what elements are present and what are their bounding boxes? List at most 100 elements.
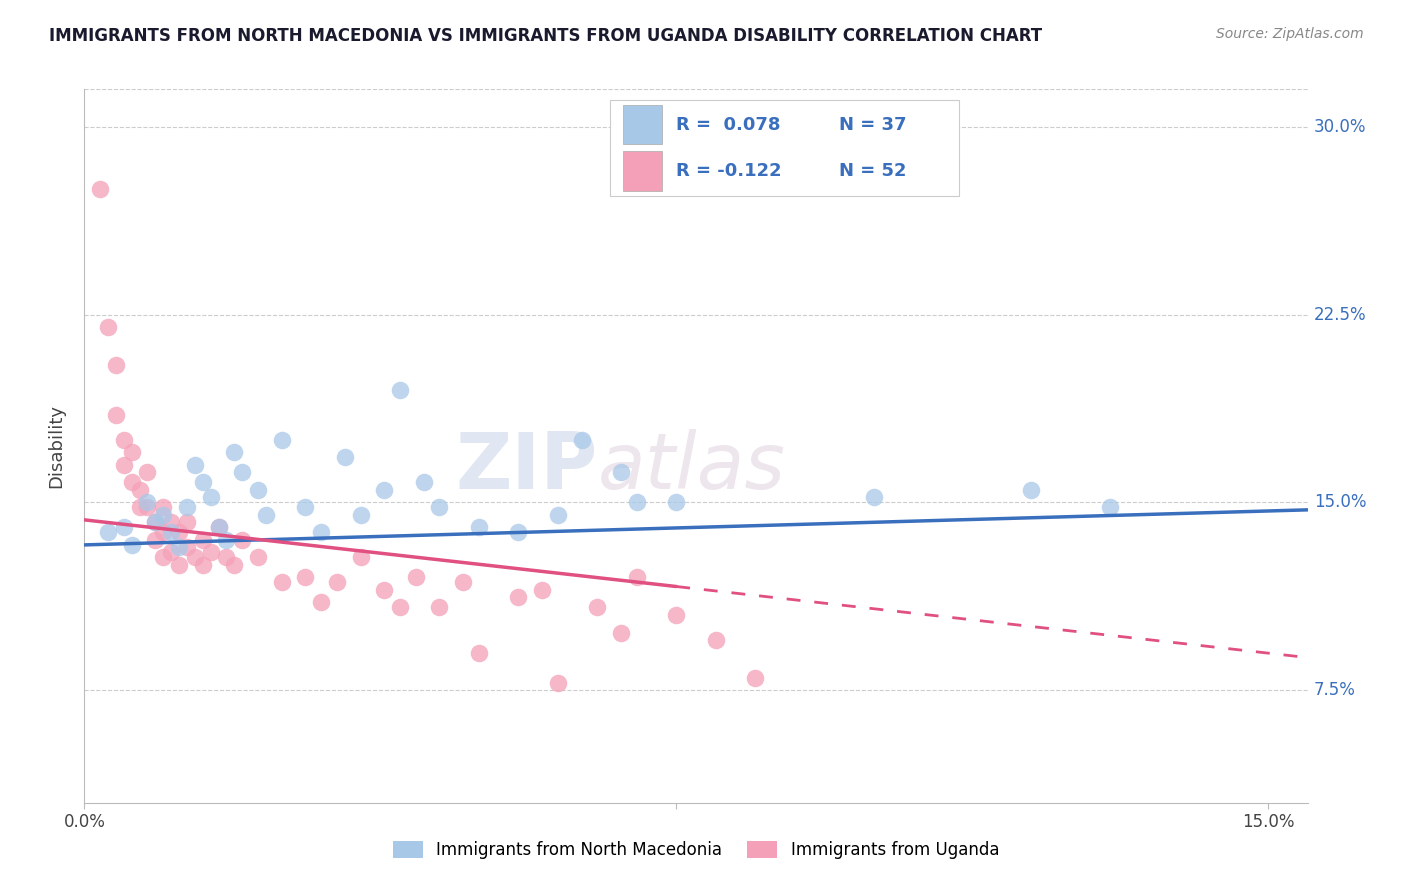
Point — [121, 475, 143, 490]
Point — [97, 320, 120, 334]
FancyBboxPatch shape — [623, 152, 662, 191]
Point — [468, 646, 491, 660]
Point — [160, 525, 183, 540]
Point — [571, 433, 593, 447]
Text: IMMIGRANTS FROM NORTH MACEDONIA VS IMMIGRANTS FROM UGANDA DISABILITY CORRELATION: IMMIGRANTS FROM NORTH MACEDONIA VS IMMIG… — [49, 27, 1042, 45]
Point — [112, 458, 135, 472]
Point — [97, 525, 120, 540]
Point — [246, 483, 269, 497]
Point — [547, 675, 569, 690]
Point — [152, 500, 174, 515]
Point — [200, 545, 222, 559]
Point — [112, 520, 135, 534]
Point — [429, 500, 451, 515]
Point — [373, 582, 395, 597]
Point — [665, 495, 688, 509]
Y-axis label: Disability: Disability — [48, 404, 66, 488]
Point — [176, 516, 198, 530]
Point — [136, 465, 159, 479]
Point — [121, 445, 143, 459]
Point — [184, 458, 207, 472]
Point — [389, 383, 412, 397]
Point — [1021, 483, 1043, 497]
Text: R = -0.122: R = -0.122 — [676, 162, 782, 180]
Point — [191, 533, 214, 547]
Point — [152, 508, 174, 522]
Point — [349, 550, 371, 565]
Point — [128, 500, 150, 515]
Point — [145, 516, 167, 530]
Point — [254, 508, 277, 522]
Text: 22.5%: 22.5% — [1313, 306, 1367, 324]
Text: atlas: atlas — [598, 429, 786, 506]
Point — [121, 538, 143, 552]
Point — [224, 445, 246, 459]
Point — [184, 550, 207, 565]
Point — [167, 558, 190, 572]
Text: 7.5%: 7.5% — [1313, 681, 1355, 699]
Point — [167, 541, 190, 555]
FancyBboxPatch shape — [610, 100, 959, 196]
Point — [160, 516, 183, 530]
Point — [215, 533, 238, 547]
Point — [270, 575, 292, 590]
Point — [508, 525, 530, 540]
Point — [136, 500, 159, 515]
Point — [104, 408, 127, 422]
Point — [333, 450, 356, 465]
Point — [294, 570, 316, 584]
Text: 30.0%: 30.0% — [1313, 118, 1367, 136]
Point — [429, 600, 451, 615]
Point — [405, 570, 427, 584]
Point — [128, 483, 150, 497]
Point — [89, 182, 111, 196]
Point — [176, 541, 198, 555]
Point — [626, 570, 648, 584]
Point — [451, 575, 474, 590]
Point — [207, 520, 229, 534]
Text: N = 52: N = 52 — [839, 162, 907, 180]
Point — [586, 600, 609, 615]
Point — [665, 607, 688, 622]
Point — [468, 520, 491, 534]
Point — [326, 575, 349, 590]
Text: N = 37: N = 37 — [839, 116, 907, 134]
Point — [145, 516, 167, 530]
FancyBboxPatch shape — [623, 105, 662, 145]
Point — [191, 558, 214, 572]
Point — [547, 508, 569, 522]
Point — [191, 475, 214, 490]
Point — [309, 525, 332, 540]
Point — [231, 533, 253, 547]
Point — [167, 525, 190, 540]
Point — [704, 633, 727, 648]
Point — [136, 495, 159, 509]
Point — [508, 591, 530, 605]
Text: Source: ZipAtlas.com: Source: ZipAtlas.com — [1216, 27, 1364, 41]
Point — [200, 491, 222, 505]
Point — [373, 483, 395, 497]
Legend: Immigrants from North Macedonia, Immigrants from Uganda: Immigrants from North Macedonia, Immigra… — [387, 834, 1005, 866]
Point — [1099, 500, 1122, 515]
Point — [270, 433, 292, 447]
Point — [246, 550, 269, 565]
Point — [862, 491, 884, 505]
Point — [231, 465, 253, 479]
Point — [349, 508, 371, 522]
Point — [610, 625, 633, 640]
Text: R =  0.078: R = 0.078 — [676, 116, 780, 134]
Point — [626, 495, 648, 509]
Point — [389, 600, 412, 615]
Point — [176, 500, 198, 515]
Point — [294, 500, 316, 515]
Point — [610, 465, 633, 479]
Text: ZIP: ZIP — [456, 429, 598, 506]
Point — [152, 550, 174, 565]
Point — [215, 550, 238, 565]
Point — [744, 671, 766, 685]
Point — [531, 582, 554, 597]
Point — [309, 595, 332, 609]
Point — [145, 533, 167, 547]
Point — [207, 520, 229, 534]
Point — [160, 545, 183, 559]
